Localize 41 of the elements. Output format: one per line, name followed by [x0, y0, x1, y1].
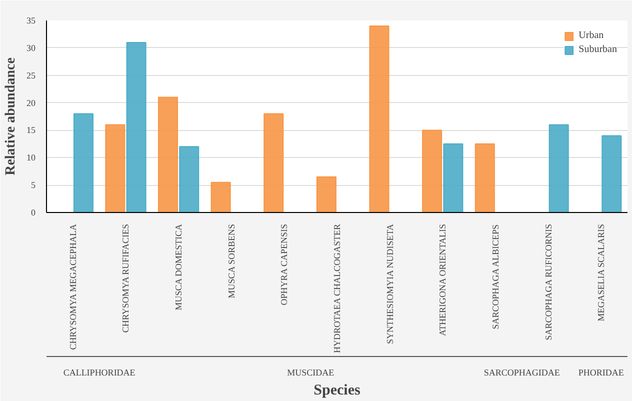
- bar: [126, 42, 146, 212]
- text: CALLIPHORIDAE: [63, 368, 136, 378]
- y-tick-label: 15: [26, 125, 36, 136]
- y-tick-label: 20: [26, 98, 36, 108]
- y-tick-label: 10: [26, 152, 36, 163]
- y-tick-label: 35: [26, 16, 36, 26]
- x-tick-label: MEGASELIA SCALARIS: [596, 224, 606, 322]
- x-tick-label: SARCOPHAGA RUFICORNIS: [543, 224, 554, 340]
- bar: [474, 143, 495, 212]
- text: MUSCIDAE: [287, 368, 335, 378]
- x-tick-label: ATHERIGONA ORIENTALIS: [438, 224, 448, 336]
- y-axis-title: Relative abundance: [4, 58, 18, 176]
- x-tick-label: CHRYSOMYA RUFIFACIES: [120, 224, 131, 333]
- bar: [422, 130, 442, 212]
- y-tick-label: 5: [31, 180, 36, 190]
- legend-label: Urban: [578, 30, 604, 41]
- bar: [264, 113, 284, 212]
- bar: [316, 176, 336, 212]
- bar: [443, 143, 464, 212]
- bar: [548, 124, 569, 212]
- bar: [73, 113, 94, 212]
- legend-label: Suburban: [578, 44, 617, 55]
- bar: [105, 124, 126, 212]
- text: SARCOPHAGIDAE: [484, 368, 560, 378]
- bar: [602, 135, 622, 212]
- x-axis-title: Species: [314, 382, 360, 398]
- y-tick-label: 30: [26, 42, 36, 53]
- x-tick-label: HYDROTAEA CHALCOGASTER: [332, 224, 342, 354]
- x-tick-label: SARCOPHAGA ALBICEPS: [490, 224, 500, 330]
- y-tick-label: 0: [31, 208, 36, 218]
- x-tick-label: MUSCA SORBENS: [226, 224, 236, 298]
- x-tick-label: SYNTHESIOMYIA NUDISETA: [384, 223, 395, 344]
- text: PHORIDAE: [578, 368, 624, 378]
- bar: [210, 182, 231, 212]
- x-tick-label: CHRYSOMYA MEGACEPHALA: [68, 223, 78, 350]
- bar: [158, 96, 178, 212]
- bar: [179, 146, 200, 212]
- bar: [369, 25, 390, 212]
- y-tick-label: 25: [26, 70, 36, 80]
- x-tick-label: MUSCA DOMESTICA: [174, 223, 184, 310]
- x-tick-label: OPHYRA CAPENSIS: [279, 224, 290, 306]
